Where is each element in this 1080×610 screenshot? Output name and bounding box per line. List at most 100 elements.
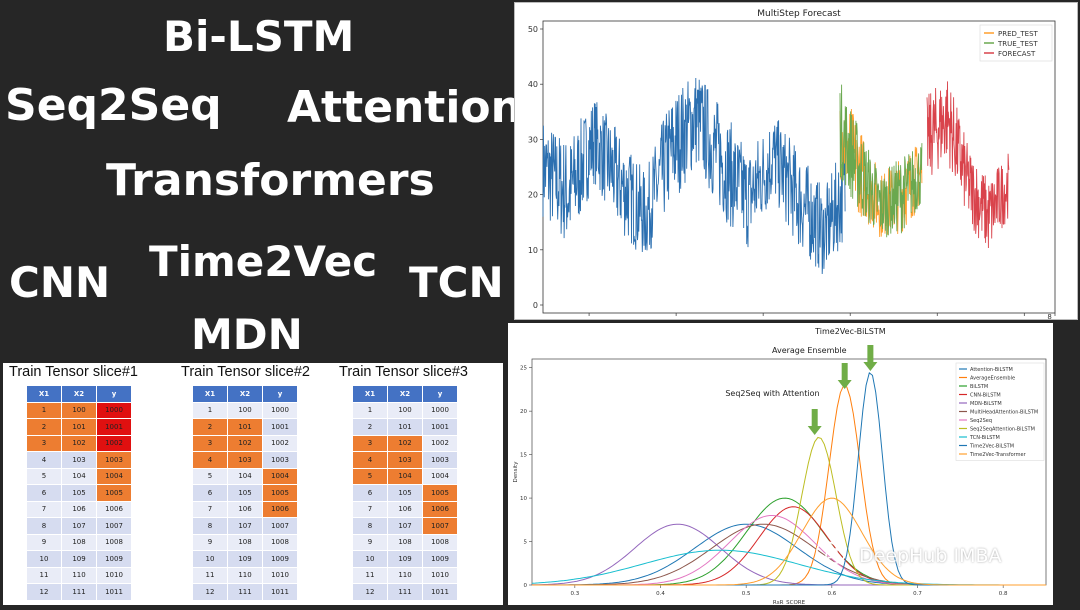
annotation-label: Seq2Seq with Attention: [725, 389, 819, 398]
table-row: 9 108 1008: [353, 534, 458, 550]
table-row: 12 111 1011: [193, 584, 298, 600]
table-cell: 111: [228, 584, 263, 600]
watermark-text: DeepHub IMBA: [859, 545, 1002, 567]
table-cell: 1006: [263, 501, 298, 517]
x-tick-label: 0.7: [913, 591, 922, 597]
column-header: y: [263, 386, 298, 402]
table-cell: 106: [228, 501, 263, 517]
legend-label: MDN-BiLSTM: [970, 401, 1002, 407]
word-bilstm: Bi-LSTM: [163, 12, 355, 61]
wechat-icon: [816, 541, 845, 564]
true-test-series-line: [839, 84, 923, 238]
table-cell: 109: [228, 551, 263, 567]
table-cell: 8: [193, 518, 228, 534]
table-cell: 1008: [263, 534, 298, 550]
column-header: X1: [193, 386, 228, 402]
table-cell: 1010: [423, 567, 458, 583]
tensor-slice-1: Train Tensor slice#1 X1 X2 y 1 100 1000 2 101 100…: [9, 363, 138, 601]
table-cell: 105: [62, 485, 97, 501]
table-cell: 7: [27, 501, 62, 517]
table-cell: 1002: [263, 435, 298, 451]
table-cell: 1008: [97, 534, 132, 550]
legend-label: Time2Vec-Transformer: [969, 452, 1027, 458]
table-cell: 2: [27, 419, 62, 435]
table-cell: 6: [27, 485, 62, 501]
table-cell: 108: [62, 534, 97, 550]
table-cell: 1011: [263, 584, 298, 600]
table-row: 2 101 1001: [27, 419, 132, 435]
table-cell: 1001: [423, 419, 458, 435]
tensor-slice-2: Train Tensor slice#2 X1 X2 y 1 100 1000 2 101 100…: [181, 363, 310, 601]
table-cell: 3: [353, 435, 388, 451]
table-cell: 3: [193, 435, 228, 451]
table-row: 1 100 1000: [353, 402, 458, 418]
forecast-chart: MultiStep Forecast 0 10 20 30 40 50 8 PRED_TEST T…: [528, 9, 1056, 321]
table-cell: 5: [27, 468, 62, 484]
y-tick-label: 5: [524, 540, 528, 546]
y-tick-label: 20: [528, 191, 538, 200]
table-row: 4 103 1003: [27, 452, 132, 468]
annotation-arrow: [807, 409, 822, 435]
table-cell: 104: [388, 468, 423, 484]
annotation-label: Average Ensemble: [772, 346, 847, 355]
table-cell: 1003: [263, 452, 298, 468]
table-cell: 102: [228, 435, 263, 451]
table-cell: 6: [193, 485, 228, 501]
forecast-series-line: [926, 81, 1010, 249]
y-tick-label: 0: [533, 301, 538, 310]
table-cell: 103: [228, 452, 263, 468]
word-attention: Attention: [287, 82, 522, 133]
tensor-table: X1 X2 y 1 100 1000 2 101 1001 3 102 1002 4 103 1003 5 10…: [353, 385, 458, 601]
table-cell: 4: [27, 452, 62, 468]
table-row: 5 104 1004: [353, 468, 458, 484]
table-cell: 7: [193, 501, 228, 517]
table-row: 12 111 1011: [353, 584, 458, 600]
table-cell: 12: [27, 584, 62, 600]
legend-label: TRUE_TEST: [997, 40, 1038, 48]
word-seq2seq: Seq2Seq: [5, 80, 222, 131]
table-cell: 1001: [263, 419, 298, 435]
y-tick-label: 30: [528, 135, 538, 144]
table-cell: 10: [353, 551, 388, 567]
density-curve: [532, 497, 1046, 586]
table-cell: 1007: [423, 518, 458, 534]
table-cell: 111: [62, 584, 97, 600]
table-cell: 12: [353, 584, 388, 600]
table-cell: 1: [353, 402, 388, 418]
x-tick-label: 0.4: [656, 591, 665, 597]
table-row: 6 105 1005: [353, 485, 458, 501]
table-row: 6 105 1005: [27, 485, 132, 501]
table-cell: 4: [193, 452, 228, 468]
table-cell: 102: [388, 435, 423, 451]
tensor-slice-3: Train Tensor slice#3 X1 X2 y 1 100 1000 2 101 100…: [339, 363, 468, 601]
table-cell: 107: [388, 518, 423, 534]
y-axis-label: Density: [513, 461, 519, 483]
table-cell: 101: [228, 419, 263, 435]
table-cell: 1009: [97, 551, 132, 567]
table-row: 3 102 1002: [193, 435, 298, 451]
y-tick-label: 10: [520, 496, 527, 502]
word-tcn: TCN: [409, 258, 504, 307]
table-cell: 1009: [423, 551, 458, 567]
table-cell: 2: [353, 419, 388, 435]
table-row: 12 111 1011: [27, 584, 132, 600]
table-row: 8 107 1007: [353, 518, 458, 534]
x-tick-label: 8: [1047, 313, 1051, 319]
table-row: 2 101 1001: [353, 419, 458, 435]
table-cell: 106: [62, 501, 97, 517]
table-cell: 110: [228, 567, 263, 583]
table-cell: 4: [353, 452, 388, 468]
table-cell: 9: [193, 534, 228, 550]
legend-label: PRED_TEST: [998, 30, 1039, 38]
column-header: X1: [27, 386, 62, 402]
table-cell: 100: [228, 402, 263, 418]
table-cell: 107: [62, 518, 97, 534]
table-row: 4 103 1003: [353, 452, 458, 468]
table-cell: 7: [353, 501, 388, 517]
table-row: 3 102 1002: [27, 435, 132, 451]
table-row: 1 100 1000: [27, 402, 132, 418]
legend-label: Attention-BiLSTM: [970, 367, 1013, 373]
annotation-arrow: [863, 345, 878, 371]
table-cell: 9: [27, 534, 62, 550]
legend-label: MultiHeadAttention-BiLSTM: [970, 410, 1038, 416]
